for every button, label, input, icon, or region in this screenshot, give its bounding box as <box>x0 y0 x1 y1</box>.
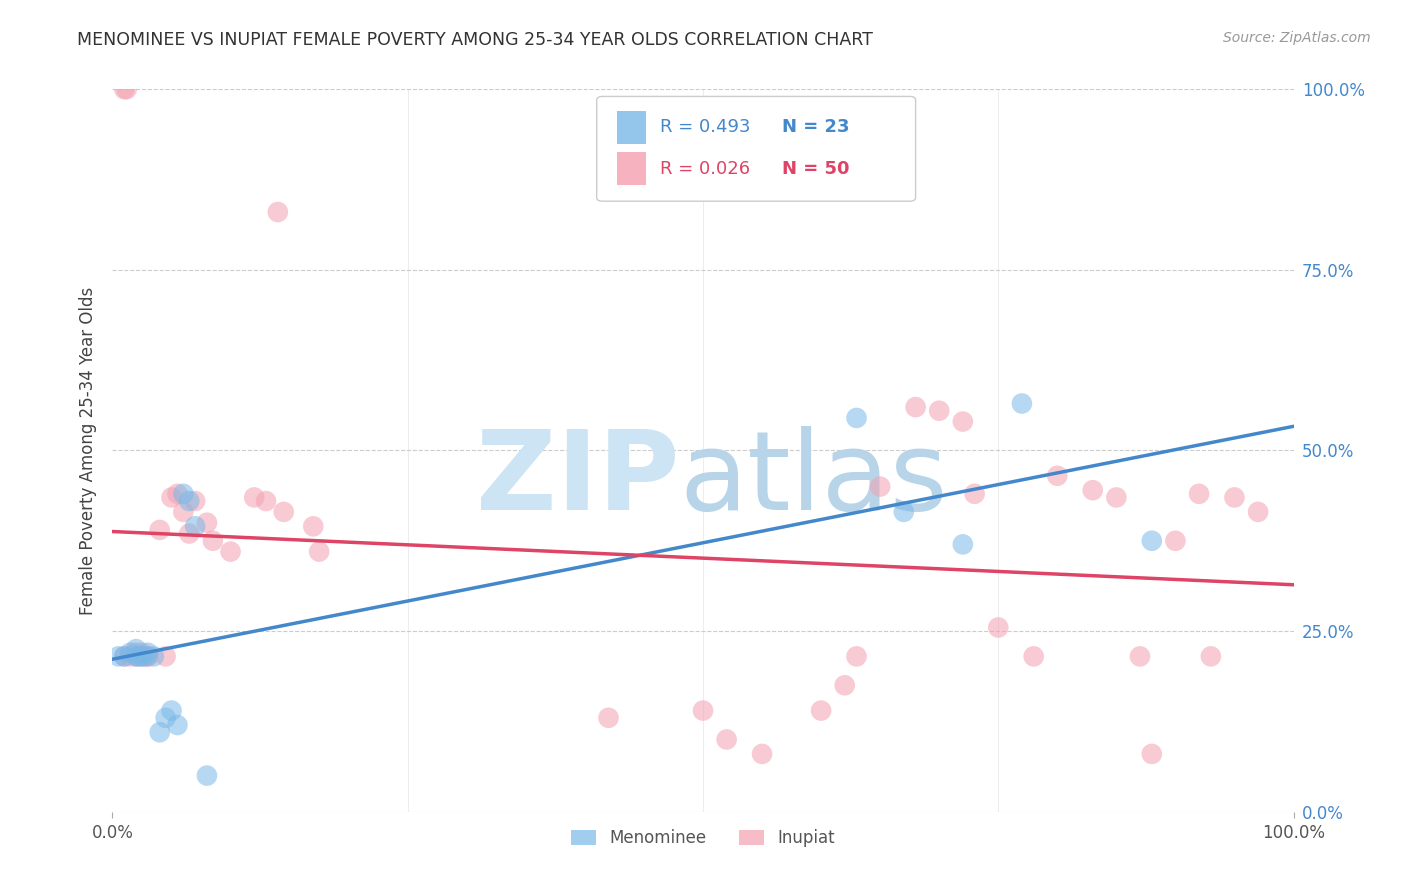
Point <box>160 704 183 718</box>
Point <box>120 646 142 660</box>
Point <box>135 649 157 664</box>
Point <box>987 620 1010 634</box>
Point <box>125 642 148 657</box>
Point <box>302 519 325 533</box>
Point <box>136 649 159 664</box>
Point <box>166 487 188 501</box>
Point <box>845 411 868 425</box>
Point <box>598 711 620 725</box>
Point <box>1140 533 1163 548</box>
Point <box>1188 487 1211 501</box>
Point <box>184 519 207 533</box>
Point <box>1022 649 1045 664</box>
Point <box>127 649 149 664</box>
Point <box>201 533 224 548</box>
Point <box>115 82 138 96</box>
Point <box>810 704 832 718</box>
Point <box>131 649 153 664</box>
Text: R = 0.026: R = 0.026 <box>661 160 751 178</box>
Point <box>692 704 714 718</box>
Bar <box>617 112 647 144</box>
Point <box>160 491 183 505</box>
Text: N = 23: N = 23 <box>782 119 849 136</box>
Point <box>112 82 135 96</box>
Point <box>904 400 927 414</box>
Point <box>142 649 165 664</box>
Point <box>112 649 135 664</box>
Point <box>254 494 277 508</box>
Point <box>131 646 153 660</box>
Text: Source: ZipAtlas.com: Source: ZipAtlas.com <box>1223 31 1371 45</box>
Point <box>243 491 266 505</box>
Point <box>1081 483 1104 498</box>
Point <box>195 769 218 783</box>
Point <box>125 649 148 664</box>
Point <box>136 649 159 664</box>
Point <box>952 537 974 551</box>
Point <box>1011 396 1033 410</box>
Point <box>716 732 738 747</box>
Point <box>149 725 172 739</box>
FancyBboxPatch shape <box>596 96 915 202</box>
Point <box>963 487 986 501</box>
Bar <box>617 153 647 185</box>
Point <box>112 649 135 664</box>
Point <box>125 646 148 660</box>
Point <box>179 526 201 541</box>
Point <box>893 505 915 519</box>
Point <box>1223 491 1246 505</box>
Point <box>845 649 868 664</box>
Point <box>1164 533 1187 548</box>
Point <box>166 718 188 732</box>
Point <box>125 649 148 664</box>
Point <box>869 480 891 494</box>
Legend: Menominee, Inupiat: Menominee, Inupiat <box>564 822 842 854</box>
Point <box>179 494 201 508</box>
Y-axis label: Female Poverty Among 25-34 Year Olds: Female Poverty Among 25-34 Year Olds <box>79 286 97 615</box>
Point <box>751 747 773 761</box>
Point <box>834 678 856 692</box>
Text: ZIP: ZIP <box>477 425 679 533</box>
Point <box>1199 649 1222 664</box>
Point <box>195 516 218 530</box>
Point <box>928 403 950 417</box>
Point <box>267 205 290 219</box>
Point <box>155 711 177 725</box>
Point <box>184 494 207 508</box>
Point <box>952 415 974 429</box>
Point <box>1105 491 1128 505</box>
Point <box>308 544 330 558</box>
Point <box>149 523 172 537</box>
Point <box>1129 649 1152 664</box>
Point <box>172 487 194 501</box>
Point <box>172 505 194 519</box>
Point <box>273 505 295 519</box>
Text: MENOMINEE VS INUPIAT FEMALE POVERTY AMONG 25-34 YEAR OLDS CORRELATION CHART: MENOMINEE VS INUPIAT FEMALE POVERTY AMON… <box>77 31 873 49</box>
Point <box>120 649 142 664</box>
Point <box>1140 747 1163 761</box>
Point <box>1046 468 1069 483</box>
Text: atlas: atlas <box>679 425 948 533</box>
Text: R = 0.493: R = 0.493 <box>661 119 751 136</box>
Point <box>219 544 242 558</box>
Point <box>136 646 159 660</box>
Point <box>131 649 153 664</box>
Point <box>107 649 129 664</box>
Point <box>1247 505 1270 519</box>
Text: N = 50: N = 50 <box>782 160 849 178</box>
Point <box>155 649 177 664</box>
